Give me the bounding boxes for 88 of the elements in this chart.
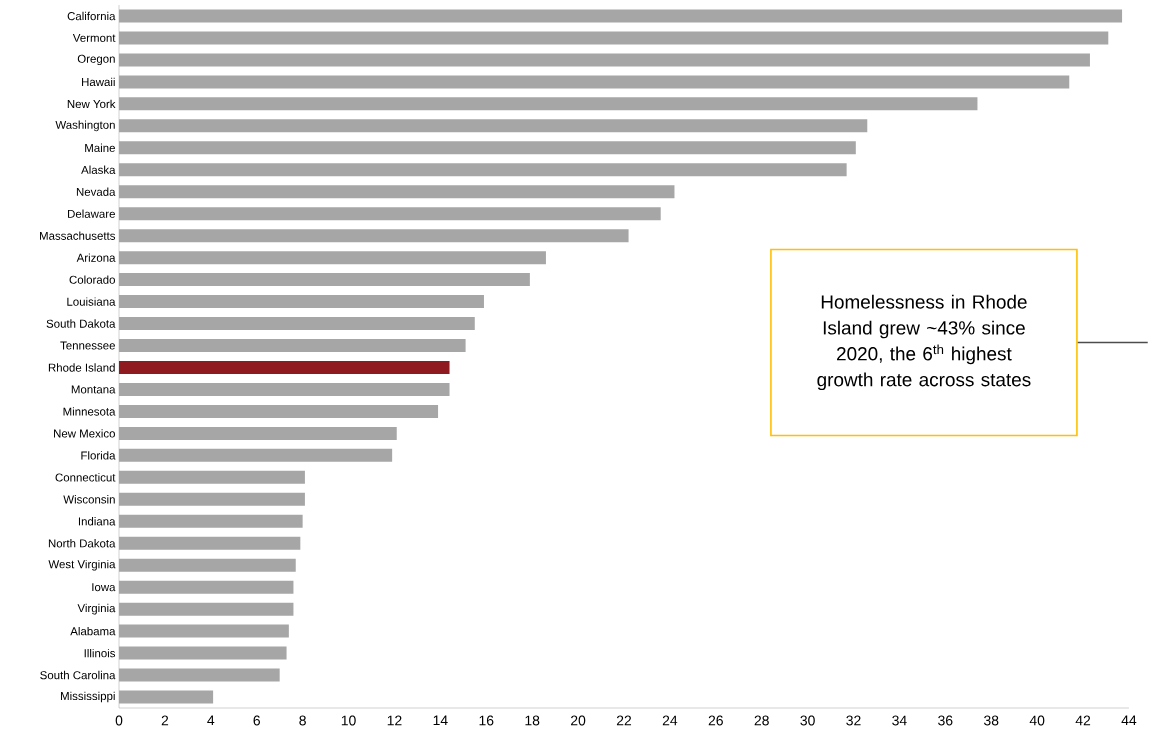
bar — [119, 514, 303, 528]
y-tick-label: West Virginia — [48, 559, 116, 571]
bar — [119, 470, 305, 484]
y-tick-label: Illinois — [84, 648, 116, 658]
y-tick-label: Vermont — [72, 33, 116, 42]
bar — [119, 185, 675, 199]
y-tick-label: Iowa — [92, 583, 116, 592]
y-tick-label: Arizona — [76, 253, 116, 262]
x-tick-label: 16 — [479, 715, 494, 726]
bar — [119, 207, 661, 221]
bar — [119, 624, 289, 638]
bar — [119, 53, 1090, 67]
x-tick-label: 30 — [800, 715, 815, 726]
y-tick-label: Maine — [85, 143, 115, 152]
bar — [119, 295, 484, 309]
x-tick-label: 14 — [433, 715, 448, 726]
annotation: Homelessness in Rhode Island grew ~43% since 2020, the 6$^{th}$ highest growth rate across states — [817, 294, 1031, 391]
bar — [119, 558, 296, 572]
bar — [119, 251, 546, 265]
x-tick-label: 10 — [341, 715, 356, 726]
bar — [119, 9, 1123, 23]
bar — [119, 97, 978, 111]
y-tick-label: Nevada — [76, 187, 116, 196]
x-tick-label: 40 — [1029, 715, 1045, 726]
bar — [119, 360, 450, 374]
y-tick-label: Tennessee — [60, 341, 115, 350]
bar — [119, 426, 397, 440]
x-tick-label: 8 — [299, 715, 306, 726]
y-tick-label: Mississippi — [61, 691, 115, 703]
y-tick-label: Virginia — [77, 603, 116, 615]
y-tick-label: Massachusetts — [40, 231, 116, 240]
y-tick-label: South Dakota — [46, 319, 116, 328]
y-tick-label: South Carolina — [40, 670, 116, 680]
y-tick-label: North Dakota — [48, 539, 116, 548]
bar — [119, 141, 856, 155]
x-tick-label: 12 — [387, 715, 402, 726]
x-tick-label: 6 — [253, 715, 260, 726]
y-tick-label: New Mexico — [54, 429, 115, 438]
bar — [119, 404, 439, 418]
y-tick-label: Florida — [81, 451, 116, 460]
bar — [119, 448, 393, 462]
y-tick-label: Montana — [71, 385, 116, 394]
bar — [119, 339, 466, 353]
y-tick-label: Rhode Island — [48, 363, 115, 372]
x-tick-label: 18 — [525, 715, 540, 726]
x-tick-label: 34 — [892, 715, 907, 726]
bar — [119, 163, 847, 177]
bar — [119, 646, 287, 660]
y-tick-label: Alaska — [81, 165, 116, 174]
y-tick-label: Alabama — [70, 626, 116, 636]
y-tick-label: Louisiana — [67, 297, 116, 306]
bar — [119, 668, 280, 682]
bar — [119, 536, 301, 550]
bar — [119, 229, 629, 243]
bar — [119, 119, 868, 133]
bar — [119, 317, 475, 331]
x-tick-label: 22 — [616, 715, 632, 726]
bar — [119, 602, 294, 616]
x-tick-label: 38 — [984, 715, 999, 726]
y-tick-label: Oregon — [77, 54, 115, 66]
y-tick-label: Wisconsin — [63, 495, 115, 504]
x-tick-label: 28 — [754, 715, 769, 726]
bar — [119, 382, 450, 396]
x-tick-label: 0 — [115, 715, 123, 726]
y-tick-label: Washington — [55, 120, 115, 132]
y-tick-label: Colorado — [69, 275, 115, 284]
x-tick-label: 32 — [846, 715, 861, 726]
bar — [119, 580, 294, 594]
x-tick-label: 4 — [207, 715, 215, 726]
y-tick-label: Indiana — [78, 517, 116, 526]
x-tick-label: 24 — [662, 715, 678, 726]
y-tick-label: Minnesota — [63, 407, 116, 416]
y-tick-label: Hawaii — [82, 77, 115, 87]
bar — [119, 273, 530, 287]
x-tick-label: 42 — [1075, 715, 1091, 726]
bar — [119, 492, 305, 506]
bar — [119, 690, 214, 704]
y-tick-label: Delaware — [68, 209, 115, 218]
x-tick-label: 20 — [571, 715, 586, 726]
y-tick-label: Connecticut — [55, 473, 116, 482]
bar — [119, 31, 1109, 45]
x-tick-label: 44 — [1121, 715, 1137, 726]
y-tick-label: California — [67, 11, 116, 21]
y-tick-label: New York — [67, 99, 116, 109]
x-tick-label: 26 — [708, 715, 723, 726]
x-tick-label: 2 — [161, 715, 169, 726]
bar — [119, 75, 1070, 89]
x-tick-label: 36 — [938, 715, 953, 726]
